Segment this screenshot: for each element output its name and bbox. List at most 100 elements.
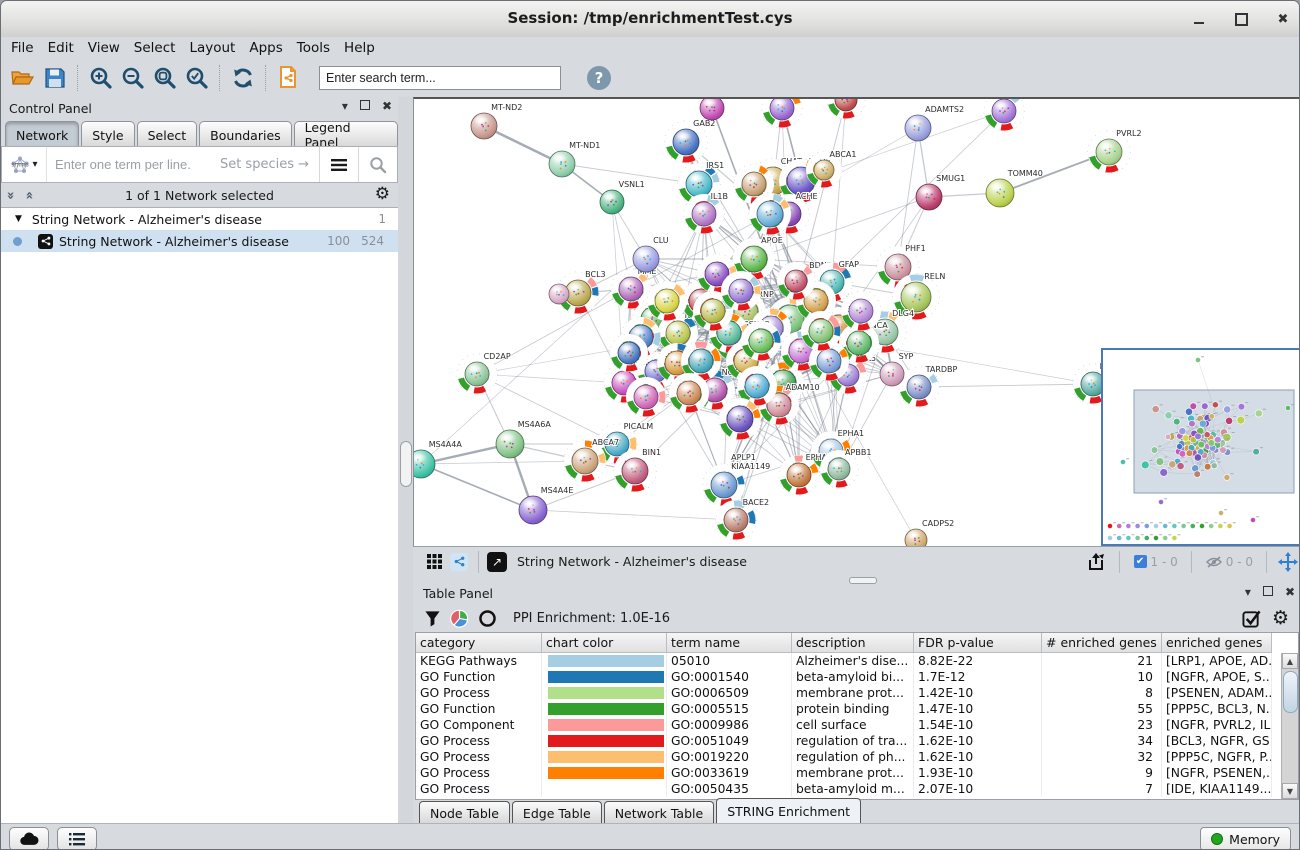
title-bar[interactable]: Session: /tmp/enrichmentTest.cys ✖ [1,1,1299,38]
network-node-cd2ap[interactable]: CD2AP [456,351,512,395]
detach-view-button[interactable]: ↗ [487,551,507,572]
menu-file[interactable]: File [11,40,34,56]
network-node-pvrl2[interactable]: PVRL2 [1087,128,1143,174]
tab-string-enrichment[interactable]: STRING Enrichment [716,798,862,823]
network-edge[interactable] [420,463,534,511]
network-edge[interactable] [476,373,625,384]
refresh-layout-button[interactable] [227,63,259,93]
network-edge[interactable] [476,373,618,445]
network-node[interactable] [740,320,782,362]
menu-select[interactable]: Select [133,40,176,56]
network-edge[interactable] [858,342,1094,385]
pan-navigation-button[interactable] [1275,547,1299,577]
network-node-reln[interactable]: RELN [892,271,946,321]
scroll-up-button[interactable]: ▲ [1282,653,1298,669]
enrichment-filter-checkbox-button[interactable] [1236,603,1268,633]
tab-select[interactable]: Select [136,121,198,146]
enrichment-row[interactable]: GO Process GO:0033619 membrane prot... 1.93… [416,765,1298,781]
network-node-ms4a4a[interactable]: MS4A4A [414,439,463,479]
tab-legend-panel[interactable]: Legend Panel [293,120,398,150]
network-node[interactable] [776,261,816,301]
zoom-in-button[interactable] [85,63,117,93]
task-history-button[interactable] [57,827,97,849]
network-collection-row[interactable]: ▼ String Network - Alzheimer's disease 1 [1,208,398,230]
network-edge[interactable] [561,163,700,185]
menu-view[interactable]: View [87,40,120,56]
scroll-thumb[interactable] [1283,671,1298,713]
menu-help[interactable]: Help [344,40,375,56]
enrichment-row[interactable]: GO Function GO:0001540 beta-amyloid bi... 1… [416,669,1298,685]
network-edge[interactable] [420,258,647,465]
save-session-button[interactable] [39,63,71,93]
network-options-gear-icon[interactable]: ⚙ [374,184,390,204]
minimize-button[interactable] [1191,11,1207,27]
network-node-abca1[interactable]: ABCA1 [805,149,857,189]
network-node[interactable] [699,99,725,121]
column-header-term-name[interactable]: term name [667,633,792,653]
network-node[interactable] [840,290,882,332]
horizontal-splitter[interactable] [413,575,1299,584]
network-row[interactable]: String Network - Alzheimer's disease 100… [1,230,398,252]
network-node-abca7[interactable]: ABCA7 [563,437,620,483]
network-edge[interactable] [483,124,563,166]
export-network-button[interactable] [273,63,305,93]
string-protein-query-dropdown[interactable]: STRING ▾ [2,147,47,182]
network-node-ms4a4e[interactable]: MS4A4E [518,485,574,525]
network-node[interactable] [800,310,842,352]
enrichment-row[interactable]: GO Function GO:0005515 protein binding 1.47… [416,701,1298,717]
scroll-down-button[interactable]: ▼ [1282,783,1298,799]
float-panel-icon[interactable] [359,99,370,113]
enrichment-row[interactable]: GO Process GO:0019220 regulation of ph... 1… [416,749,1298,765]
network-node-smug1[interactable]: SMUG1 [915,173,966,211]
network-node-clu[interactable]: CLU [632,235,670,273]
zoom-selected-button[interactable] [181,63,213,93]
column-header-category[interactable]: category [416,633,542,653]
network-node-adamts2[interactable]: ADAMTS2 [904,104,965,142]
tab-node-table[interactable]: Node Table [419,801,510,823]
enrichment-settings-gear-icon[interactable]: ⚙ [1271,606,1289,629]
enrichment-row[interactable]: GO Process GO:0051049 regulation of tra...… [416,733,1298,749]
cloud-sync-button[interactable] [9,827,49,849]
column-header-FDR-p-value[interactable]: FDR p-value [914,633,1042,653]
network-node-mt-nd1[interactable]: MT-ND1 [548,140,601,178]
network-node-cadps2[interactable]: CADPS2 [904,518,955,546]
close-button[interactable]: ✖ [1277,11,1289,27]
string-search-button[interactable] [358,147,397,182]
search-input[interactable] [319,66,561,90]
network-node[interactable] [983,99,1025,132]
network-node[interactable] [720,270,762,312]
tab-boundaries[interactable]: Boundaries [199,121,292,146]
grid-view-button[interactable] [421,547,447,577]
menu-apps[interactable]: Apps [249,40,283,56]
network-node[interactable] [668,372,710,414]
checkbox-icon[interactable]: ✔ [1133,555,1147,568]
enrichment-row[interactable]: GO Process GO:0050435 beta-amyloid m... 2.0… [416,781,1298,797]
network-edge[interactable] [532,509,737,521]
network-node-vsnl1[interactable]: VSNL1 [599,179,646,215]
query-options-button[interactable] [319,147,358,182]
network-node-il1b[interactable]: IL1B [683,191,729,235]
network-node[interactable] [646,280,688,322]
network-edge[interactable] [800,110,1005,182]
panel-divider[interactable] [398,97,413,823]
export-image-button[interactable] [1080,547,1112,577]
column-header-enriched-genes[interactable]: enriched genes [1162,633,1272,653]
menu-edit[interactable]: Edit [47,40,74,56]
network-node[interactable] [826,99,866,120]
divider-handle[interactable] [400,441,412,487]
network-node-ms4a6a[interactable]: MS4A6A [495,419,552,459]
panel-menu-icon[interactable]: ▾ [341,99,348,113]
zoom-fit-button[interactable] [149,63,181,93]
network-node[interactable] [718,397,762,441]
network-node[interactable] [548,283,570,305]
column-header-description[interactable]: description [792,633,914,653]
birdseye-view[interactable] [1101,348,1299,546]
close-panel-icon[interactable]: ✖ [1284,585,1295,599]
string-share-button[interactable] [447,547,471,577]
network-edge[interactable] [420,460,586,465]
network-edge[interactable] [630,213,771,290]
string-query-input[interactable] [47,156,220,173]
network-edge[interactable] [831,99,847,283]
enrichment-row[interactable]: KEGG Pathways 05010 Alzheimer's dise... 8.8… [416,653,1298,669]
network-node-adam10[interactable]: ADAM10 [758,382,821,426]
